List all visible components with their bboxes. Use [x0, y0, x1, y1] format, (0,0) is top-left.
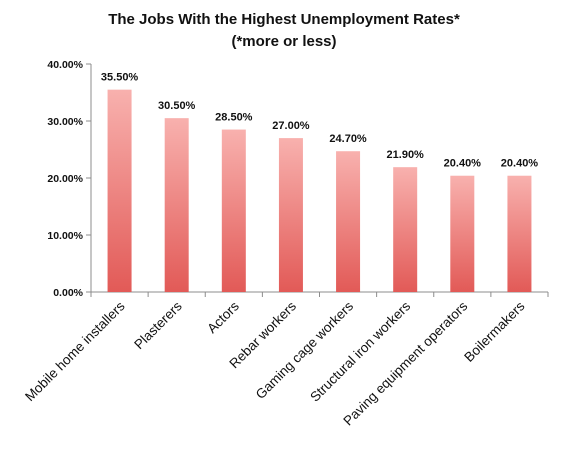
bar — [278, 138, 303, 292]
x-tick-label: Gaming cage workers — [253, 298, 357, 402]
bars — [107, 89, 532, 293]
x-tick-label: Structural iron workers — [307, 298, 413, 404]
x-tick-label: Paving equipment operators — [340, 298, 470, 428]
y-tick-label: 40.00% — [47, 59, 83, 71]
bar — [164, 118, 189, 293]
chart-title: The Jobs With the Highest Unemployment R… — [108, 11, 460, 28]
y-tick-label: 20.00% — [47, 173, 83, 185]
y-tick-label: 30.00% — [47, 116, 83, 128]
y-tick-label: 0.00% — [53, 287, 83, 299]
x-tick-label: Plasterers — [131, 298, 185, 352]
data-label: 27.00% — [272, 120, 310, 132]
data-label: 35.50% — [101, 72, 139, 84]
x-tick-label: Boilermakers — [461, 298, 527, 364]
bar — [450, 175, 475, 292]
bar — [336, 151, 361, 292]
bar — [107, 89, 132, 293]
data-label: 30.50% — [158, 100, 196, 112]
data-label: 24.70% — [329, 133, 367, 145]
data-label: 21.90% — [387, 149, 425, 161]
bar — [221, 129, 246, 292]
y-tick-label: 10.00% — [47, 230, 83, 242]
data-label: 20.40% — [501, 158, 539, 170]
chart-subtitle: (*more or less) — [231, 33, 336, 50]
x-tick-label: Mobile home installers — [22, 298, 128, 404]
data-label: 20.40% — [444, 158, 482, 170]
bar — [393, 167, 418, 292]
data-label: 28.50% — [215, 112, 253, 124]
x-tick-label: Actors — [204, 298, 242, 336]
bar — [507, 175, 532, 292]
